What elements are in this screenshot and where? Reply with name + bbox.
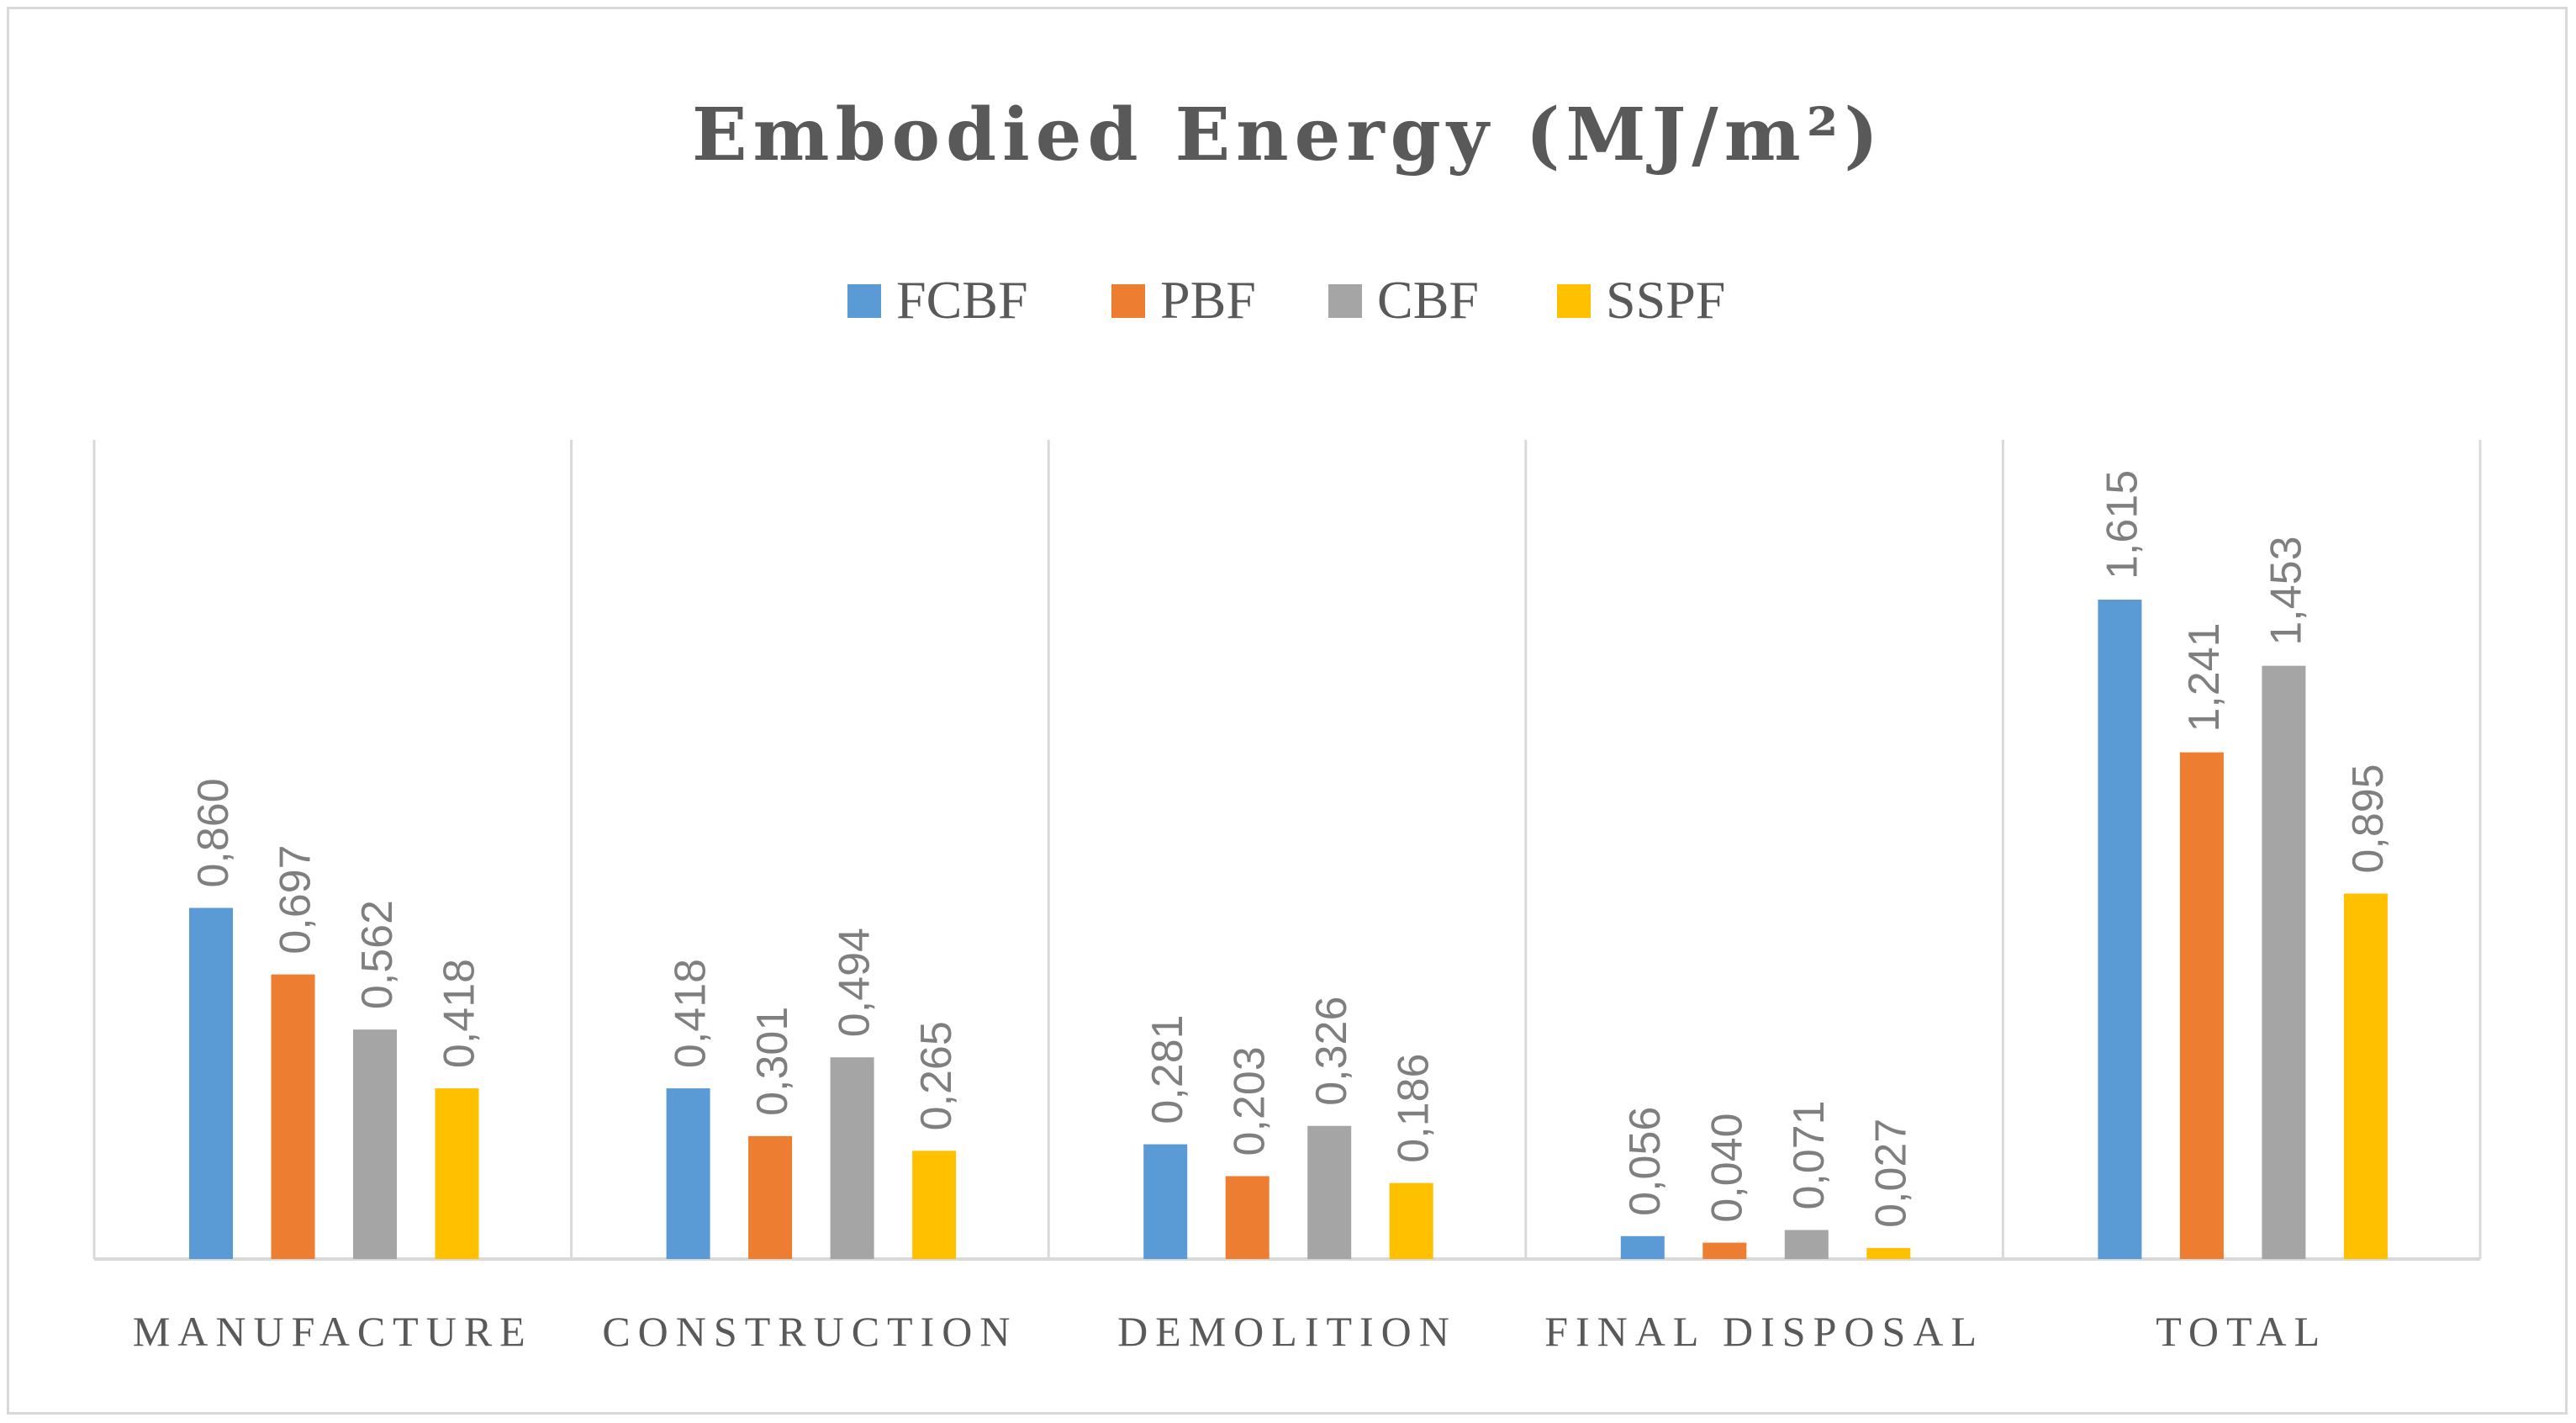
plot-area: 0,860 0,418 0,281 0,056 1,615 0,697 0,301 0,203… bbox=[92, 440, 2482, 1355]
data-label-fcbf-construction: 0,418 bbox=[667, 959, 715, 1068]
bar-fcbf-total bbox=[2098, 600, 2142, 1259]
data-label-sspf-total: 0,895 bbox=[2344, 764, 2393, 873]
data-label-pbf-final-disposal: 0,040 bbox=[1702, 1113, 1751, 1222]
bar-pbf-total bbox=[2179, 752, 2224, 1259]
legend-label-cbf: CBF bbox=[1377, 270, 1479, 330]
bar-fcbf-final-disposal bbox=[1620, 1235, 1665, 1259]
data-label-pbf-demolition: 0,203 bbox=[1226, 1046, 1275, 1156]
data-label-cbf-total: 1,453 bbox=[2262, 537, 2310, 646]
bar-cbf-construction bbox=[830, 1057, 874, 1259]
category-label-demolition: DEMOLITION bbox=[1117, 1308, 1457, 1355]
data-label-sspf-manufacture: 0,418 bbox=[435, 959, 484, 1068]
category-label-total: TOTAL bbox=[2156, 1308, 2327, 1355]
data-label-cbf-demolition: 0,326 bbox=[1307, 997, 1356, 1106]
data-label-cbf-final-disposal: 0,071 bbox=[1785, 1100, 1834, 1209]
data-label-sspf-construction: 0,265 bbox=[912, 1021, 961, 1130]
bar-cbf-final-disposal bbox=[1784, 1230, 1829, 1259]
chart-legend: FCBF PBF CBF SSPF bbox=[847, 270, 1725, 330]
data-label-sspf-final-disposal: 0,027 bbox=[1866, 1119, 1915, 1228]
bar-fcbf-manufacture bbox=[189, 907, 233, 1259]
category-label-manufacture: MANUFACTURE bbox=[133, 1308, 533, 1355]
bar-cbf-total bbox=[2262, 665, 2306, 1259]
bar-sspf-total bbox=[2343, 893, 2388, 1259]
data-label-cbf-construction: 0,494 bbox=[831, 928, 879, 1037]
data-label-fcbf-demolition: 0,281 bbox=[1143, 1014, 1192, 1124]
legend-swatch-pbf bbox=[1111, 284, 1145, 318]
legend-swatch-fcbf bbox=[847, 284, 881, 318]
bar-pbf-construction bbox=[748, 1135, 793, 1259]
data-label-fcbf-final-disposal: 0,056 bbox=[1621, 1107, 1670, 1216]
bar-cbf-demolition bbox=[1307, 1125, 1352, 1259]
data-label-fcbf-manufacture: 0,860 bbox=[189, 778, 238, 887]
category-label-construction: CONSTRUCTION bbox=[602, 1308, 1017, 1355]
data-label-sspf-demolition: 0,186 bbox=[1390, 1054, 1438, 1163]
chart-title: Embodied Energy (MJ/m²) bbox=[692, 93, 1884, 177]
data-label-cbf-manufacture: 0,562 bbox=[353, 900, 402, 1009]
bar-sspf-construction bbox=[912, 1151, 957, 1259]
bar-sspf-demolition bbox=[1389, 1182, 1433, 1259]
bar-pbf-demolition bbox=[1225, 1176, 1270, 1259]
category-label-final-disposal: FINAL DISPOSAL bbox=[1544, 1308, 1984, 1355]
bar-sspf-manufacture bbox=[435, 1088, 479, 1259]
legend-swatch-cbf bbox=[1328, 284, 1362, 318]
legend-label-sspf: SSPF bbox=[1606, 270, 1725, 330]
bar-cbf-manufacture bbox=[353, 1029, 397, 1259]
data-label-pbf-total: 1,241 bbox=[2180, 622, 2229, 732]
legend-label-fcbf: FCBF bbox=[896, 270, 1028, 330]
bar-fcbf-construction bbox=[666, 1088, 710, 1259]
legend-swatch-sspf bbox=[1557, 284, 1591, 318]
data-label-pbf-manufacture: 0,697 bbox=[272, 845, 320, 955]
bar-pbf-final-disposal bbox=[1702, 1242, 1747, 1259]
bar-pbf-manufacture bbox=[271, 974, 315, 1259]
data-label-pbf-construction: 0,301 bbox=[748, 1007, 797, 1116]
bar-sspf-final-disposal bbox=[1866, 1247, 1911, 1259]
legend-label-pbf: PBF bbox=[1160, 270, 1256, 330]
data-label-fcbf-total: 1,615 bbox=[2098, 470, 2146, 579]
bar-fcbf-demolition bbox=[1143, 1144, 1188, 1259]
